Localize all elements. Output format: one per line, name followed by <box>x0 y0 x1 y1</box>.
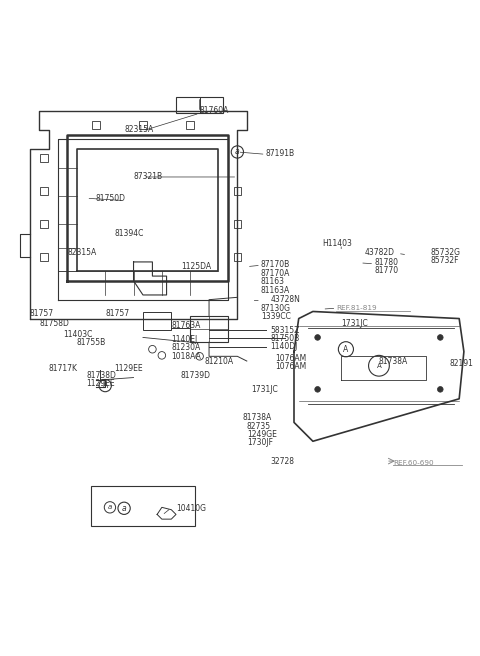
Text: 1140EJ: 1140EJ <box>171 335 198 344</box>
Circle shape <box>231 146 243 158</box>
Text: 43782D: 43782D <box>365 248 395 257</box>
Text: 81717K: 81717K <box>48 363 78 373</box>
Circle shape <box>338 342 353 357</box>
Text: 87170B: 87170B <box>261 260 290 269</box>
Circle shape <box>369 356 389 376</box>
Text: 1129EE: 1129EE <box>86 379 115 388</box>
Text: 11403C: 11403C <box>63 329 92 338</box>
Text: 81750D: 81750D <box>96 194 126 203</box>
Text: 1076AM: 1076AM <box>275 354 306 363</box>
Circle shape <box>315 386 321 392</box>
Circle shape <box>315 335 321 340</box>
Circle shape <box>99 379 111 392</box>
Text: 87170A: 87170A <box>261 269 290 278</box>
Bar <box>190 316 228 342</box>
Text: 82315A: 82315A <box>124 125 153 134</box>
Text: 81163: 81163 <box>261 277 285 286</box>
Text: REF.60-690: REF.60-690 <box>393 459 434 466</box>
Circle shape <box>158 352 166 359</box>
Text: 81738A: 81738A <box>242 413 271 422</box>
Text: 85732G: 85732G <box>431 248 461 257</box>
Text: 81738A: 81738A <box>379 358 408 367</box>
Text: 1129EE: 1129EE <box>115 363 144 373</box>
Text: 82315A: 82315A <box>68 248 96 257</box>
Text: 81163A: 81163A <box>261 286 290 295</box>
Text: 1731JC: 1731JC <box>252 385 278 394</box>
Text: 58315Z: 58315Z <box>270 326 300 335</box>
Bar <box>40 188 48 195</box>
Text: 82191: 82191 <box>450 359 474 368</box>
Text: a: a <box>235 148 240 157</box>
Text: H11403: H11403 <box>322 239 352 247</box>
Text: 87191B: 87191B <box>265 149 295 158</box>
Text: 1730JF: 1730JF <box>247 438 273 447</box>
Text: 81210A: 81210A <box>204 357 233 365</box>
Text: 81739D: 81739D <box>181 371 211 380</box>
Bar <box>234 220 241 228</box>
Text: 32728: 32728 <box>270 457 294 466</box>
Circle shape <box>437 335 443 340</box>
Text: A: A <box>103 381 108 390</box>
Bar <box>186 121 194 129</box>
Bar <box>234 188 241 195</box>
Text: 1249GE: 1249GE <box>247 430 276 439</box>
Text: 81763A: 81763A <box>171 321 201 330</box>
Text: 81757: 81757 <box>105 310 129 318</box>
Text: 81738D: 81738D <box>86 371 116 380</box>
Circle shape <box>149 346 156 353</box>
Text: 81394C: 81394C <box>115 229 144 238</box>
Text: 81750B: 81750B <box>270 335 300 343</box>
Text: REF.81-819: REF.81-819 <box>336 304 377 311</box>
Text: 1731JC: 1731JC <box>341 319 368 328</box>
Circle shape <box>437 386 443 392</box>
Text: A: A <box>377 363 381 369</box>
Text: 87321B: 87321B <box>133 173 163 182</box>
Circle shape <box>118 502 130 514</box>
Text: 1125DA: 1125DA <box>181 262 211 271</box>
Bar <box>143 312 171 331</box>
Text: 1140DJ: 1140DJ <box>270 342 298 352</box>
Text: A: A <box>343 345 348 354</box>
Text: 81757: 81757 <box>30 310 54 318</box>
Bar <box>40 253 48 261</box>
Text: 81230A: 81230A <box>171 343 201 352</box>
Bar <box>91 486 195 526</box>
Text: 81758D: 81758D <box>39 319 69 328</box>
Text: 1076AM: 1076AM <box>275 362 306 371</box>
Text: 10410G: 10410G <box>176 504 206 513</box>
Text: 43728N: 43728N <box>270 295 300 304</box>
Bar <box>139 121 147 129</box>
Text: 81780: 81780 <box>374 258 398 268</box>
Bar <box>92 121 99 129</box>
Circle shape <box>196 352 204 360</box>
Text: 85732F: 85732F <box>431 256 459 264</box>
Text: a: a <box>122 504 126 513</box>
Bar <box>40 220 48 228</box>
Text: a: a <box>108 504 112 510</box>
Text: 82735: 82735 <box>247 422 271 431</box>
Text: 1339CC: 1339CC <box>261 312 291 321</box>
Text: 87130G: 87130G <box>261 304 291 313</box>
Text: 81760A: 81760A <box>200 106 229 115</box>
Bar <box>234 253 241 261</box>
Bar <box>40 154 48 162</box>
Text: 81755B: 81755B <box>77 338 106 346</box>
Text: 81770: 81770 <box>374 266 398 275</box>
Bar <box>176 96 223 113</box>
Text: 1018AA: 1018AA <box>171 352 201 361</box>
Circle shape <box>104 502 116 513</box>
